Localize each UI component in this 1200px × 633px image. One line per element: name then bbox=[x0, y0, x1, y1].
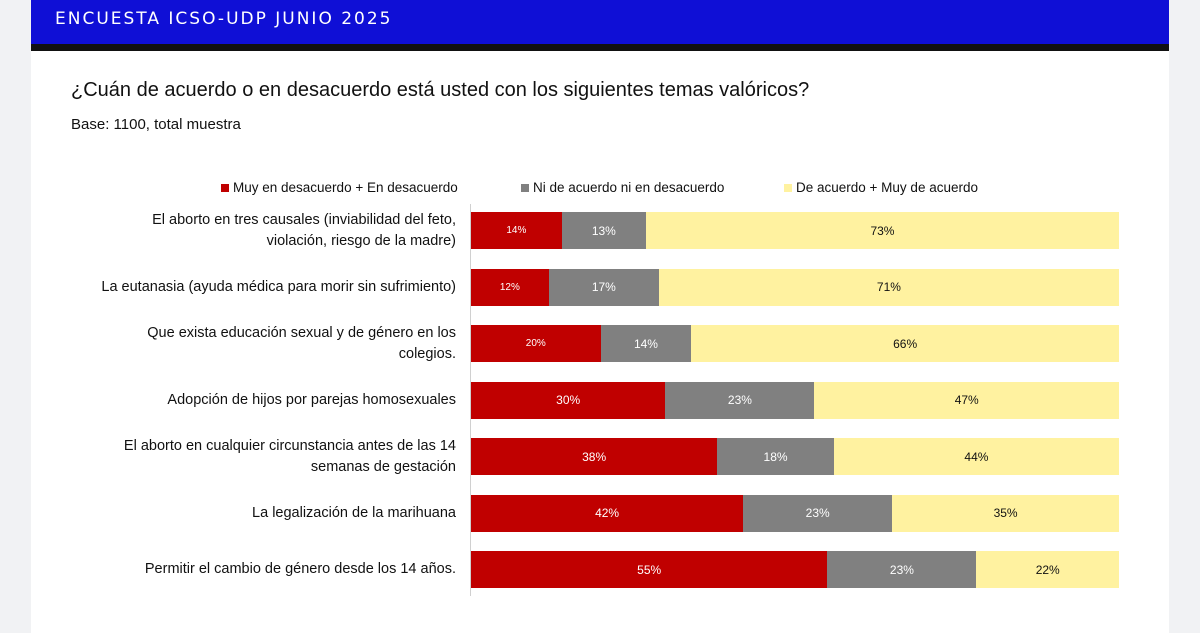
category-label: Permitir el cambio de género desde los 1… bbox=[145, 559, 456, 580]
legend-swatch bbox=[221, 184, 229, 192]
slide: ENCUESTA ICSO-UDP JUNIO 2025 ¿Cuán de ac… bbox=[31, 0, 1169, 633]
bar-segment: 13% bbox=[561, 212, 646, 249]
bar-row: 20% 14% 66% bbox=[471, 325, 1119, 362]
bar-segment: 30% bbox=[471, 381, 666, 419]
data-label: 12% bbox=[499, 281, 520, 293]
data-label: 73% bbox=[870, 223, 895, 238]
bar-segment: 20% bbox=[471, 325, 601, 362]
data-label: 47% bbox=[954, 393, 979, 407]
banner-divider bbox=[31, 44, 1169, 51]
bar-segment: 35% bbox=[892, 494, 1119, 532]
data-label: 71% bbox=[876, 280, 901, 294]
legend-swatch bbox=[521, 184, 529, 192]
bar-segment: 14% bbox=[471, 212, 562, 249]
category-label-line: La eutanasia (ayuda médica para morir si… bbox=[101, 278, 456, 295]
bar-segment: 23% bbox=[827, 551, 977, 588]
data-label: 23% bbox=[727, 393, 752, 407]
data-label: 22% bbox=[1035, 562, 1060, 577]
bar-segment: 23% bbox=[743, 494, 893, 532]
bar-segment: 73% bbox=[645, 212, 1119, 249]
category-label-line: El aborto en tres causales (inviabilidad… bbox=[152, 211, 456, 228]
data-label: 38% bbox=[582, 449, 607, 464]
legend-label: Ni de acuerdo ni en desacuerdo bbox=[533, 180, 725, 195]
category-label-line: El aborto en cualquier circunstancia ant… bbox=[123, 437, 456, 454]
data-label: 30% bbox=[556, 393, 581, 407]
bar-row: 55% 23% 22% bbox=[471, 551, 1119, 588]
bar-segment: 47% bbox=[814, 381, 1119, 419]
category-label-line: colegios. bbox=[398, 345, 456, 362]
bar-segment: 23% bbox=[665, 381, 815, 419]
category-label: La legalización de la marihuana bbox=[252, 503, 456, 524]
category-label-line: Adopción de hijos por parejas homosexual… bbox=[167, 391, 456, 408]
category-label: Que exista educación sexual y de género … bbox=[147, 323, 456, 365]
data-label: 14% bbox=[506, 225, 527, 236]
header-banner: ENCUESTA ICSO-UDP JUNIO 2025 bbox=[31, 0, 1169, 44]
bar-segment: 18% bbox=[717, 438, 834, 475]
category-label: La eutanasia (ayuda médica para morir si… bbox=[101, 277, 456, 298]
bar-row: 14% 13% 73% bbox=[471, 212, 1119, 249]
bar-row: 30% 23% 47% bbox=[471, 381, 1119, 419]
bar-segment: 42% bbox=[471, 494, 744, 532]
data-label: 20% bbox=[525, 338, 546, 349]
data-label: 14% bbox=[633, 336, 658, 351]
bar-segment: 17% bbox=[548, 268, 659, 306]
category-label-line: La legalización de la marihuana bbox=[252, 504, 456, 521]
category-axis-line bbox=[470, 204, 471, 596]
bar-segment: 44% bbox=[833, 438, 1119, 475]
bar-row: 38% 18% 44% bbox=[471, 438, 1119, 475]
bar-row: 42% 23% 35% bbox=[471, 494, 1119, 532]
category-label: El aborto en cualquier circunstancia ant… bbox=[124, 436, 456, 478]
data-label: 44% bbox=[964, 449, 989, 464]
category-label: Adopción de hijos por parejas homosexual… bbox=[167, 390, 456, 411]
category-label: El aborto en tres causales (inviabilidad… bbox=[152, 210, 456, 252]
bar-segment: 22% bbox=[976, 551, 1119, 588]
category-label-line: semanas de gestación bbox=[310, 458, 456, 475]
category-label-line: Permitir el cambio de género desde los 1… bbox=[144, 561, 456, 577]
legend-swatch bbox=[784, 184, 792, 192]
banner-title: ENCUESTA ICSO-UDP JUNIO 2025 bbox=[55, 9, 393, 29]
data-label: 55% bbox=[637, 562, 662, 577]
base-note: Base: 1100, total muestra bbox=[71, 116, 241, 133]
data-label: 18% bbox=[763, 449, 788, 464]
legend-label: De acuerdo + Muy de acuerdo bbox=[796, 180, 978, 195]
bar-segment: 55% bbox=[471, 551, 828, 588]
bar-segment: 71% bbox=[658, 268, 1119, 306]
data-label: 23% bbox=[889, 562, 914, 577]
legend-label: Muy en desacuerdo + En desacuerdo bbox=[233, 180, 458, 195]
data-label: 17% bbox=[591, 280, 616, 294]
bar-segment: 38% bbox=[471, 438, 718, 475]
data-label: 66% bbox=[893, 336, 918, 351]
data-label: 13% bbox=[591, 223, 616, 238]
data-label: 23% bbox=[805, 506, 830, 520]
bar-segment: 14% bbox=[600, 325, 692, 362]
category-label-line: violación, riesgo de la madre) bbox=[266, 232, 456, 249]
bar-segment: 12% bbox=[471, 268, 549, 306]
category-label-line: Que exista educación sexual y de género … bbox=[147, 324, 456, 341]
data-label: 42% bbox=[595, 506, 620, 520]
bar-row: 12% 17% 71% bbox=[471, 268, 1119, 306]
data-label: 35% bbox=[993, 506, 1018, 520]
question-title: ¿Cuán de acuerdo o en desacuerdo está us… bbox=[71, 79, 810, 101]
bar-segment: 66% bbox=[691, 325, 1119, 362]
